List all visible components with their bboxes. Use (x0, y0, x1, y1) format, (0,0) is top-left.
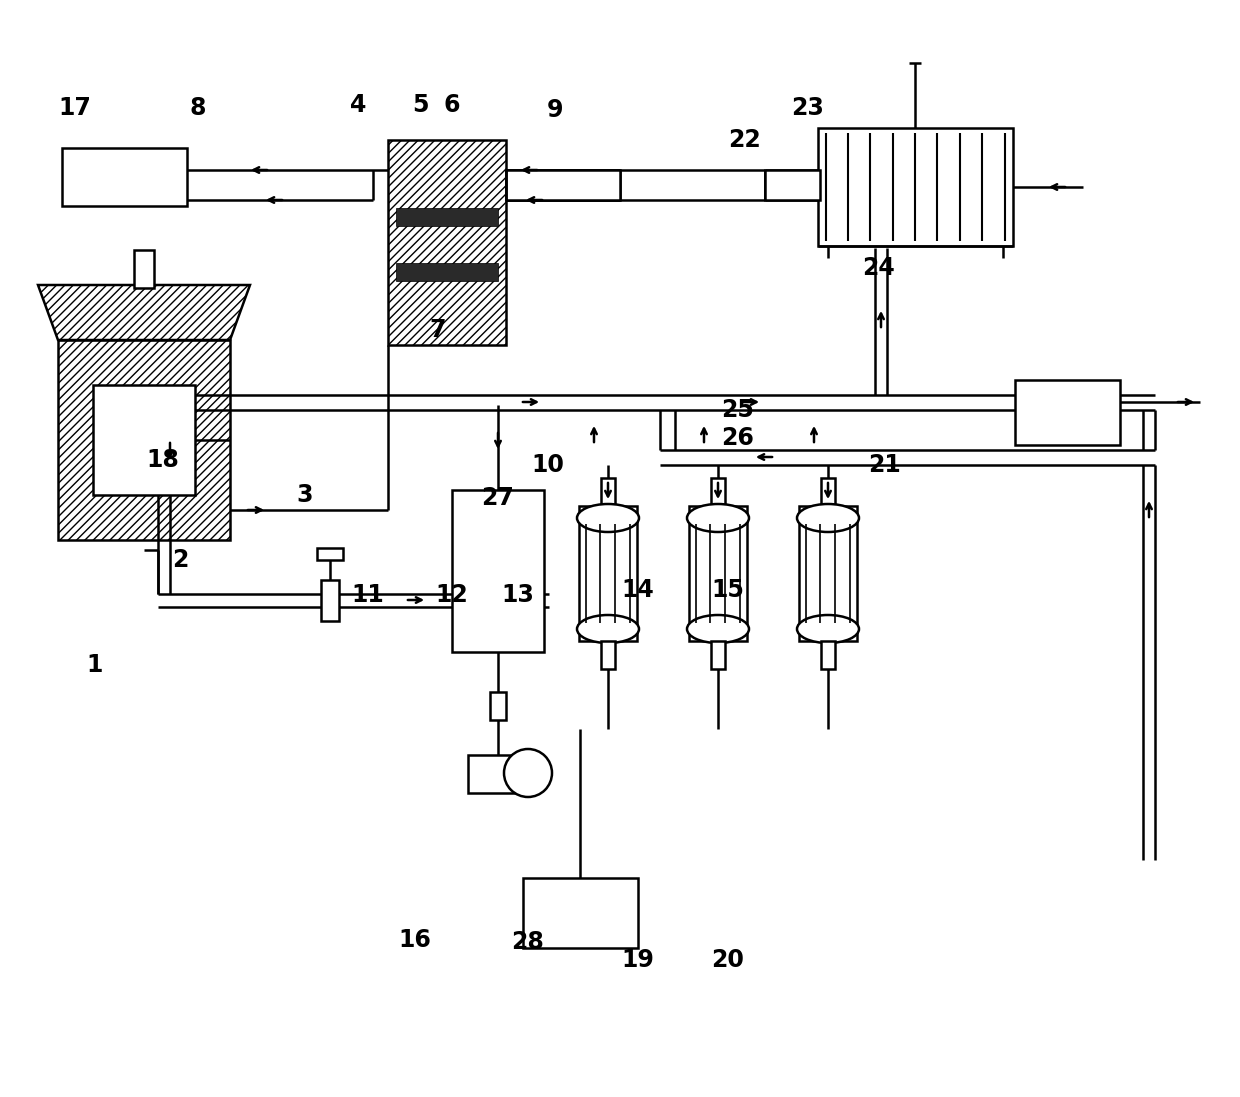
Bar (601, 641, 615, 669)
Text: 20: 20 (712, 948, 744, 972)
Bar (453, 490, 544, 652)
Text: 25: 25 (722, 398, 754, 422)
Text: 28: 28 (512, 930, 544, 954)
Bar (317, 548, 343, 559)
Ellipse shape (687, 615, 749, 643)
Ellipse shape (687, 504, 749, 532)
Text: 9: 9 (547, 98, 563, 122)
Text: 7: 7 (430, 318, 446, 342)
Text: 6: 6 (444, 93, 460, 117)
Text: 4: 4 (350, 93, 366, 117)
Text: 19: 19 (621, 948, 655, 972)
Text: 21: 21 (869, 453, 901, 477)
Bar (689, 506, 746, 641)
Polygon shape (38, 285, 250, 340)
Text: 18: 18 (146, 448, 180, 472)
Bar (396, 263, 498, 281)
Text: 13: 13 (501, 583, 534, 607)
Bar (711, 478, 725, 506)
Ellipse shape (577, 615, 639, 643)
Text: 16: 16 (398, 928, 432, 952)
Bar (765, 170, 820, 200)
Text: 12: 12 (435, 583, 469, 607)
Bar (467, 755, 516, 793)
Text: 11: 11 (352, 583, 384, 607)
Text: 24: 24 (862, 256, 894, 280)
Bar (523, 878, 639, 948)
Text: 3: 3 (296, 483, 314, 507)
Text: 1: 1 (87, 653, 103, 677)
Bar (799, 506, 857, 641)
Bar (821, 641, 835, 669)
Ellipse shape (577, 504, 639, 532)
Bar (396, 207, 498, 226)
Bar (579, 506, 637, 641)
Text: 2: 2 (172, 548, 188, 572)
Ellipse shape (797, 504, 859, 532)
Bar (134, 250, 154, 289)
Text: 8: 8 (190, 97, 206, 120)
Text: 23: 23 (791, 97, 825, 120)
Text: 5: 5 (412, 93, 428, 117)
Bar (490, 692, 506, 720)
Bar (1016, 380, 1120, 445)
Bar (711, 641, 725, 669)
Bar (821, 478, 835, 506)
Circle shape (503, 749, 552, 798)
Bar (62, 148, 187, 206)
Bar (58, 340, 229, 540)
Bar (321, 580, 339, 621)
Text: 27: 27 (481, 486, 515, 510)
Bar (601, 478, 615, 506)
Text: 14: 14 (621, 578, 655, 602)
Bar (506, 170, 620, 200)
Text: 22: 22 (729, 128, 761, 152)
Text: 10: 10 (532, 453, 564, 477)
Ellipse shape (797, 615, 859, 643)
Bar (93, 385, 195, 495)
Bar (818, 128, 1013, 246)
Text: 26: 26 (722, 426, 754, 450)
Text: 17: 17 (58, 97, 92, 120)
Text: 15: 15 (712, 578, 744, 602)
Bar (388, 140, 506, 344)
